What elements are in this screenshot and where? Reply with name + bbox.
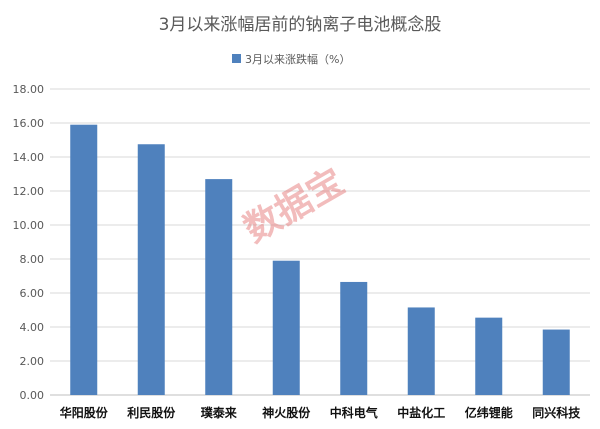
y-tick-label: 0.00 (20, 389, 45, 402)
watermark: 数据宝 (237, 161, 351, 251)
bar (407, 307, 435, 395)
bars (70, 124, 570, 395)
y-tick-label: 10.00 (13, 219, 45, 232)
bar (340, 281, 368, 395)
bar (137, 144, 165, 395)
x-tick-label: 中盐化工 (397, 405, 445, 420)
x-tick-label: 同兴科技 (532, 405, 581, 420)
y-tick-label: 4.00 (20, 321, 45, 334)
bar (205, 179, 233, 395)
y-tick-label: 12.00 (13, 185, 45, 198)
x-axis: 华阳股份 利民股份 璞泰来 神火股份 中科电气 中盐化工 亿纬锂能 同兴科技 (60, 405, 582, 420)
x-tick-label: 璞泰来 (201, 405, 238, 420)
y-axis: 0.00 2.00 4.00 6.00 8.00 10.00 12.00 14.00 16.00… (13, 83, 45, 402)
bar (542, 329, 570, 395)
y-tick-label: 16.00 (13, 117, 45, 130)
bar (70, 124, 98, 395)
grid (50, 88, 590, 396)
y-tick-label: 6.00 (20, 287, 45, 300)
legend-label: 3月以来涨跌幅（%） (245, 52, 350, 66)
legend-swatch (232, 54, 241, 63)
chart-title: 3月以来涨幅居前的钠离子电池概念股 (159, 14, 442, 35)
x-tick-label: 中科电气 (330, 405, 378, 420)
bar (475, 317, 503, 395)
y-tick-label: 8.00 (20, 253, 45, 266)
x-tick-label: 利民股份 (127, 405, 176, 420)
bar (272, 260, 300, 395)
x-tick-label: 华阳股份 (60, 405, 109, 420)
x-tick-label: 亿纬锂能 (465, 405, 513, 420)
legend: 3月以来涨跌幅（%） (232, 52, 350, 66)
x-tick-label: 神火股份 (262, 405, 311, 420)
y-tick-label: 2.00 (20, 355, 45, 368)
y-tick-label: 18.00 (13, 83, 45, 96)
y-tick-label: 14.00 (13, 151, 45, 164)
